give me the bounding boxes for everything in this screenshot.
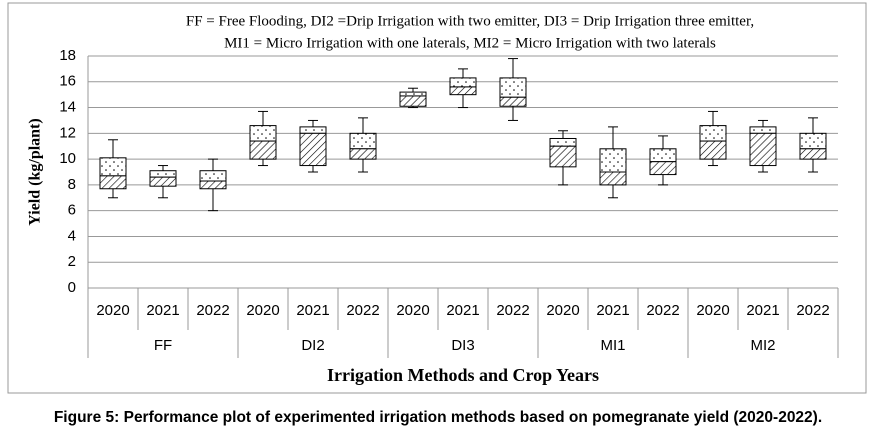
box-upper bbox=[699, 125, 727, 142]
x-tick-label: 2021 bbox=[146, 302, 179, 319]
chart-border bbox=[7, 2, 867, 394]
box-lower bbox=[749, 132, 777, 167]
box-upper bbox=[399, 91, 427, 97]
x-tick-label: 2020 bbox=[546, 302, 579, 319]
x-tick-label: 2021 bbox=[446, 302, 479, 319]
box-upper bbox=[499, 77, 527, 98]
box-upper bbox=[349, 132, 377, 150]
box-upper bbox=[749, 126, 777, 134]
y-tick-label: 0 bbox=[68, 279, 76, 296]
box-upper bbox=[149, 170, 177, 178]
box-upper bbox=[799, 132, 827, 150]
box-lower bbox=[199, 180, 227, 190]
box-lower bbox=[399, 95, 427, 107]
x-axis-label: Irrigation Methods and Crop Years bbox=[327, 365, 599, 385]
box-upper bbox=[99, 157, 127, 177]
y-tick-label: 16 bbox=[59, 73, 76, 90]
y-tick-label: 10 bbox=[59, 150, 76, 167]
box-lower bbox=[249, 140, 277, 160]
caption: Figure 5: Performance plot of experiment… bbox=[54, 409, 822, 426]
box-upper bbox=[649, 148, 677, 163]
x-tick-label: 2020 bbox=[696, 302, 729, 319]
box-upper bbox=[249, 125, 277, 142]
box-lower bbox=[349, 148, 377, 160]
group-label: DI2 bbox=[301, 337, 324, 354]
box-lower bbox=[149, 176, 177, 187]
group-label: FF bbox=[154, 337, 172, 354]
x-tick-label: 2022 bbox=[796, 302, 829, 319]
x-tick-label: 2022 bbox=[346, 302, 379, 319]
x-tick-label: 2021 bbox=[296, 302, 329, 319]
group-label: MI1 bbox=[600, 337, 625, 354]
y-tick-label: 12 bbox=[59, 124, 76, 141]
x-tick-label: 2022 bbox=[496, 302, 529, 319]
box-lower bbox=[649, 161, 677, 176]
y-axis-label: Yield (kg/plant) bbox=[27, 118, 44, 225]
x-tick-label: 2020 bbox=[246, 302, 279, 319]
y-tick-label: 14 bbox=[59, 99, 76, 116]
x-tick-label: 2021 bbox=[746, 302, 779, 319]
box-lower bbox=[799, 148, 827, 160]
y-tick-label: 8 bbox=[68, 176, 76, 193]
annotation: FF = Free Flooding, DI2 =Drip Irrigation… bbox=[186, 13, 754, 29]
box-lower bbox=[599, 171, 627, 186]
group-label: MI2 bbox=[750, 337, 775, 354]
box-lower bbox=[449, 86, 477, 96]
y-tick-label: 18 bbox=[59, 47, 76, 64]
box-lower bbox=[549, 145, 577, 168]
box-upper bbox=[549, 137, 577, 147]
y-tick-label: 4 bbox=[68, 227, 76, 244]
x-tick-label: 2022 bbox=[646, 302, 679, 319]
group-label: DI3 bbox=[451, 337, 474, 354]
box-upper bbox=[299, 126, 327, 134]
x-tick-label: 2020 bbox=[396, 302, 429, 319]
box-lower bbox=[99, 175, 127, 190]
box-lower bbox=[699, 140, 727, 160]
y-tick-label: 6 bbox=[68, 202, 76, 219]
y-tick-label: 2 bbox=[68, 253, 76, 270]
x-tick-label: 2021 bbox=[596, 302, 629, 319]
box-upper bbox=[449, 77, 477, 88]
box-upper bbox=[599, 148, 627, 173]
annotation: MI1 = Micro Irrigation with one laterals… bbox=[224, 35, 716, 51]
box-lower bbox=[299, 132, 327, 167]
box-upper bbox=[199, 170, 227, 182]
box-lower bbox=[499, 96, 527, 107]
x-tick-label: 2020 bbox=[96, 302, 129, 319]
x-tick-label: 2022 bbox=[196, 302, 229, 319]
